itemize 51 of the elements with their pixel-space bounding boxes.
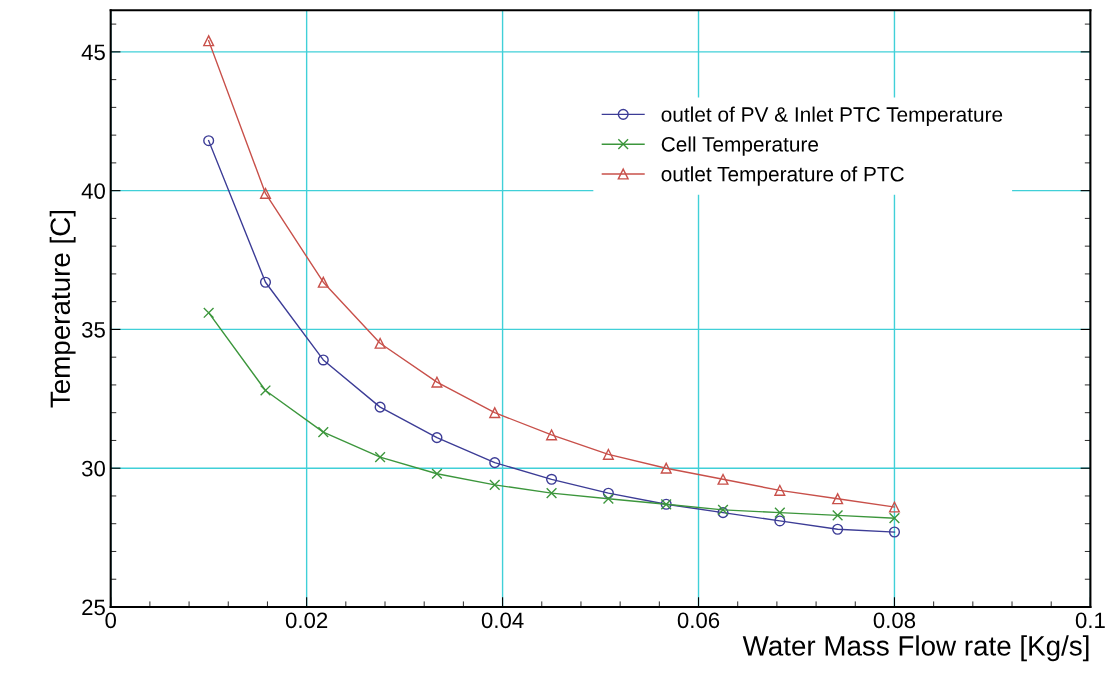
y-tick-label: 35 <box>81 321 105 338</box>
point <box>546 473 558 485</box>
legend-label: outlet of PV & Inlet PTC Temperature <box>661 106 1003 126</box>
point <box>888 501 901 513</box>
point <box>374 337 386 349</box>
point <box>489 457 501 469</box>
point <box>489 479 501 491</box>
point <box>203 35 215 47</box>
point <box>203 135 215 147</box>
point <box>774 507 786 519</box>
point <box>489 407 501 419</box>
x-tick-label: 0.04 <box>481 612 524 629</box>
y-tick-label: 25 <box>82 599 105 616</box>
point <box>317 426 329 438</box>
x-tick-label: 0.02 <box>285 612 328 629</box>
point <box>832 523 844 535</box>
y-tick-label: 40 <box>81 183 105 199</box>
point <box>374 401 386 413</box>
point <box>259 384 272 397</box>
point <box>774 515 786 527</box>
legend-label: Cell Temperature <box>661 136 819 156</box>
point <box>602 448 614 460</box>
point <box>888 526 901 538</box>
point <box>259 187 272 199</box>
point <box>374 451 386 463</box>
point <box>888 512 901 524</box>
point <box>431 468 443 480</box>
point <box>203 307 215 319</box>
x-tick-label: 0.08 <box>873 612 916 629</box>
legend-label: outlet Temperature of PTC <box>661 166 904 186</box>
point <box>717 473 729 485</box>
point <box>431 432 443 444</box>
point <box>431 376 443 388</box>
point <box>317 276 329 288</box>
x-tick-label: 0 <box>105 612 117 629</box>
x-tick-label: 0.06 <box>677 612 720 629</box>
point <box>602 487 614 499</box>
point <box>832 493 844 505</box>
y-axis-title: Temperature [C] <box>49 211 76 408</box>
y-tick-label: 30 <box>81 460 105 477</box>
x-tick-label: 0.1 <box>1075 612 1105 629</box>
point <box>317 354 329 366</box>
point <box>546 429 558 441</box>
point <box>774 484 786 496</box>
point <box>660 462 672 474</box>
point <box>259 276 272 288</box>
point <box>832 509 844 521</box>
point <box>602 493 614 505</box>
point <box>546 487 558 499</box>
x-axis-title: Water Mass Flow rate [Kg/s] <box>742 635 1089 662</box>
y-tick-label: 45 <box>81 44 105 61</box>
